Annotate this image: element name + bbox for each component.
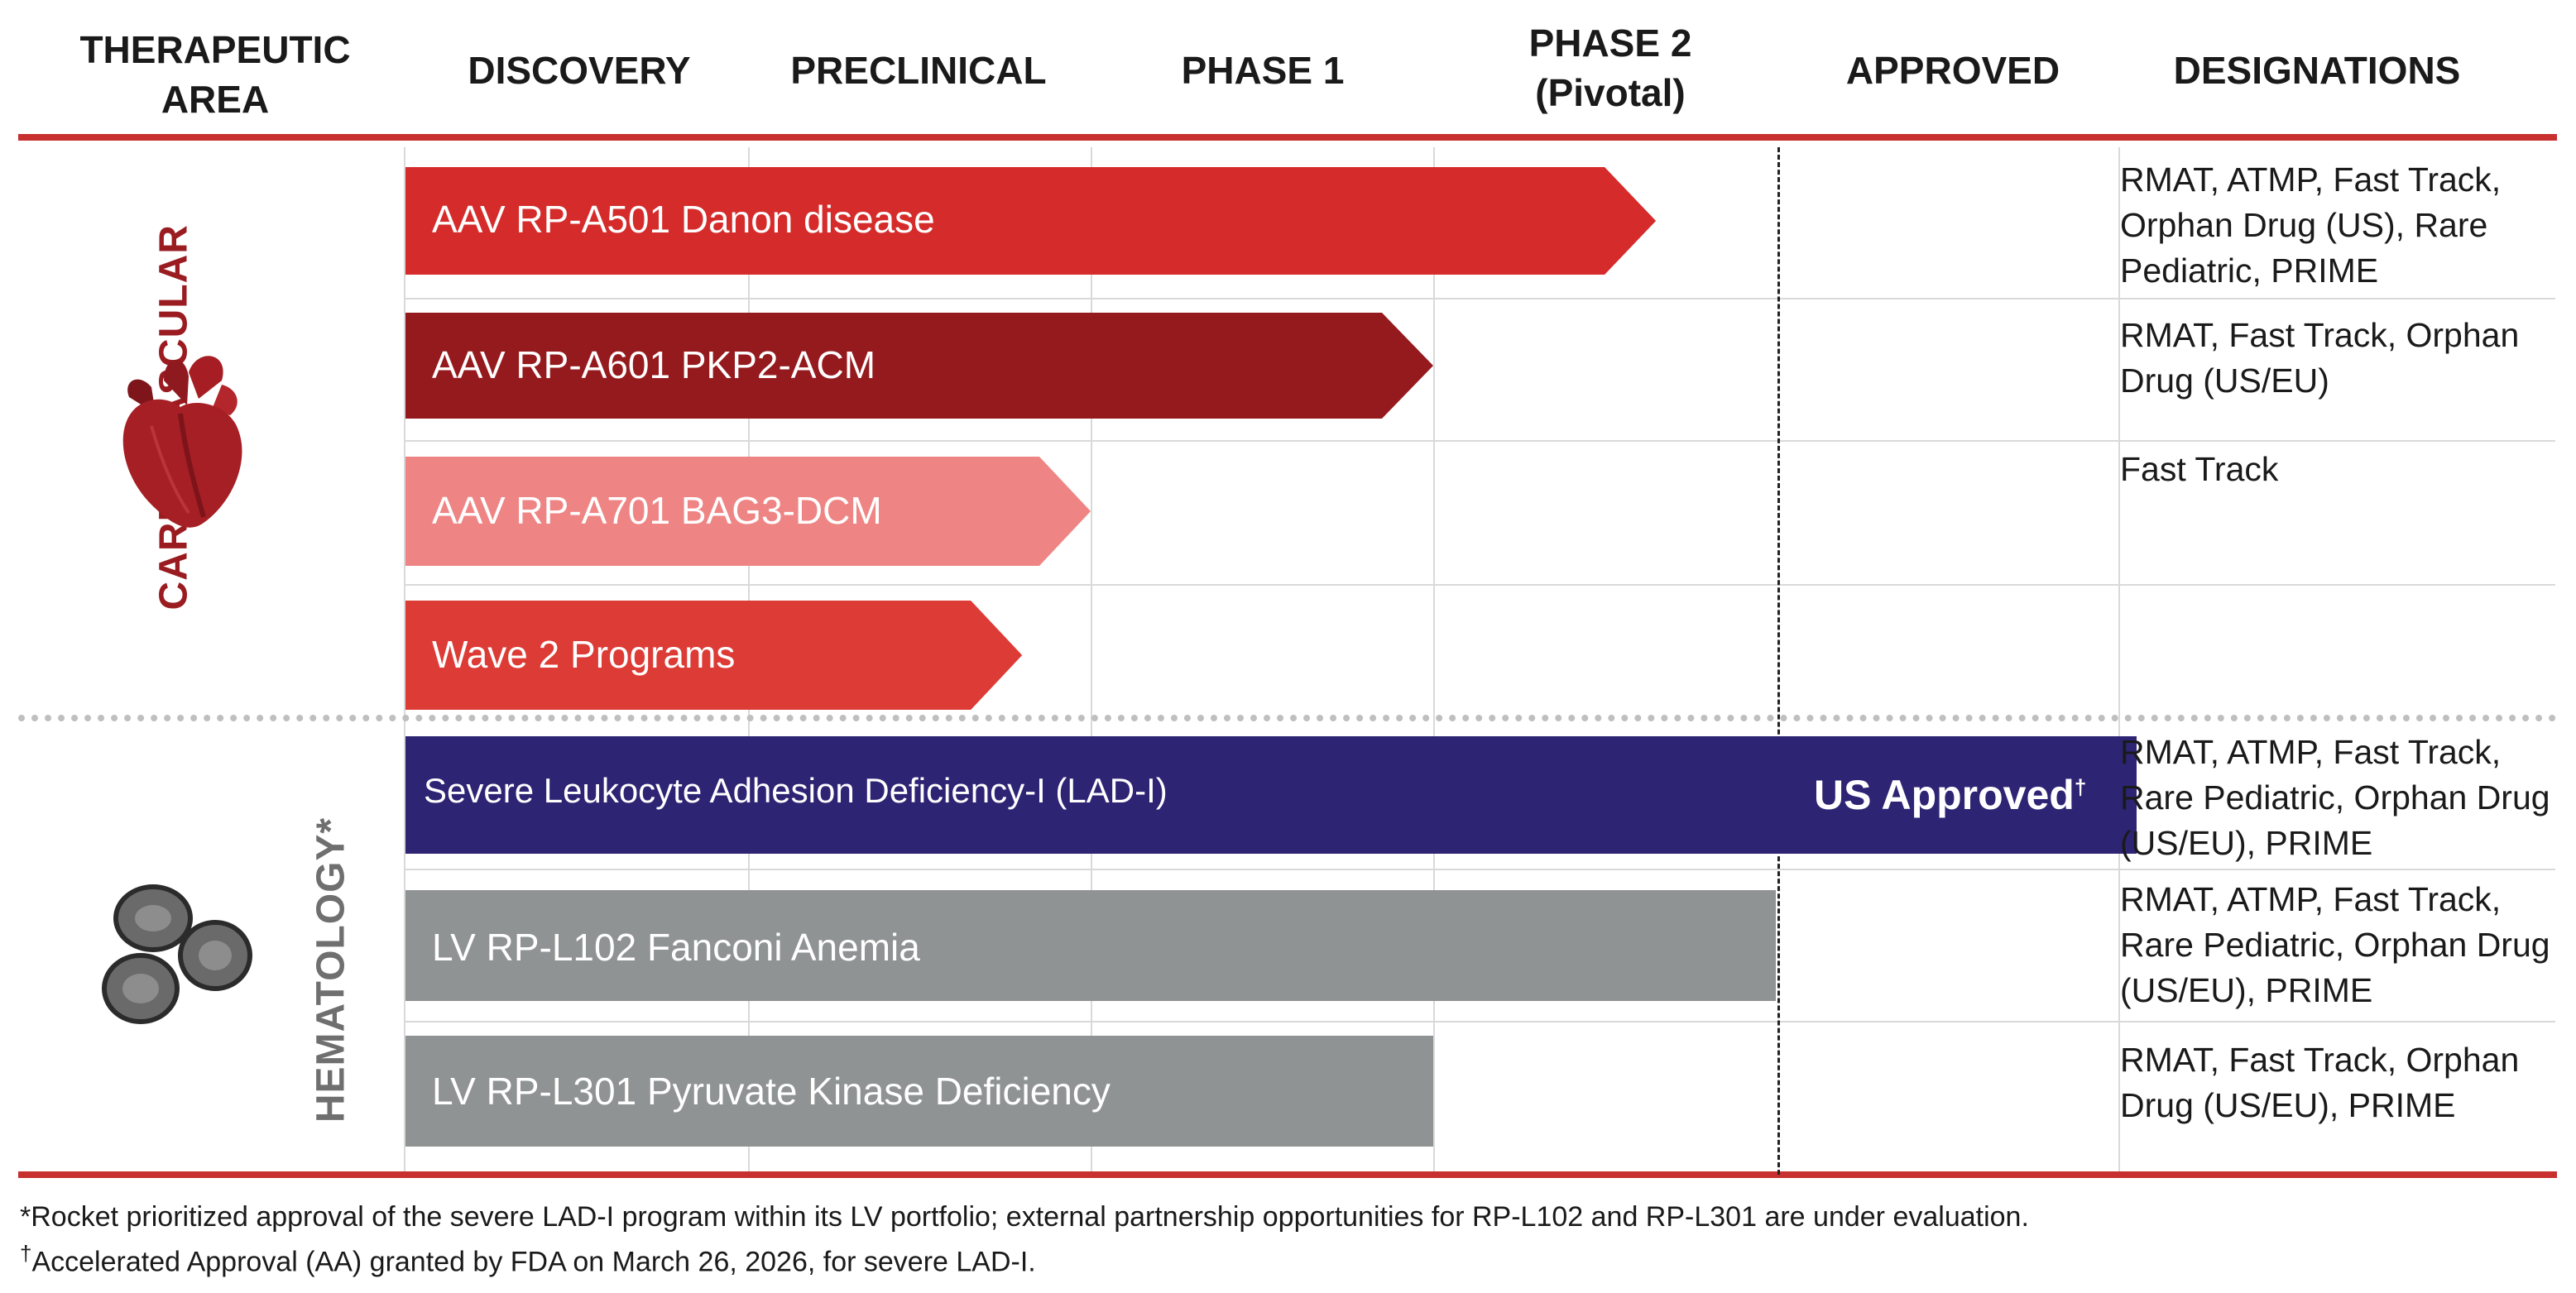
row-divider xyxy=(404,869,2555,870)
grid-line-stage xyxy=(1091,147,1092,1171)
header-preclinical: PRECLINICAL xyxy=(790,49,1047,92)
grid-line-designations xyxy=(2118,147,2120,1171)
us-approved-text: US Approved xyxy=(1814,772,2075,818)
row-divider xyxy=(404,1021,2555,1022)
header-therapeutic-area-line1: THERAPEUTIC xyxy=(79,28,351,71)
pipeline-bar xyxy=(405,457,1091,566)
grid-line-left xyxy=(404,147,405,1171)
grid-line-stage xyxy=(1433,147,1435,1171)
designation-line: (US/EU), PRIME xyxy=(2120,824,2373,862)
footer-separator-line xyxy=(18,1171,2557,1178)
blood-cells-icon xyxy=(102,884,252,1024)
designation-line: (US/EU), PRIME xyxy=(2120,971,2373,1009)
row-divider xyxy=(404,584,2555,586)
designation-line: Drug (US/EU), PRIME xyxy=(2120,1086,2456,1124)
designation-line: RMAT, ATMP, Fast Track, xyxy=(2120,880,2502,918)
designations-row-6: RMAT, ATMP, Fast Track, Rare Pediatric, … xyxy=(2120,877,2550,1013)
pipeline-bar xyxy=(405,1036,1433,1147)
designation-line: RMAT, Fast Track, Orphan xyxy=(2120,1041,2520,1079)
row-divider xyxy=(404,298,2555,299)
heart-icon xyxy=(122,356,242,528)
header-therapeutic-area: THERAPEUTIC AREA xyxy=(50,25,381,124)
pipeline-bar xyxy=(405,167,1657,275)
designation-line: Pediatric, PRIME xyxy=(2120,251,2379,290)
pipeline-bar xyxy=(405,313,1433,419)
header-therapeutic-area-line2: AREA xyxy=(161,78,270,121)
header-phase2-line1: PHASE 2 xyxy=(1528,22,1692,65)
designation-line: RMAT, ATMP, Fast Track, xyxy=(2120,733,2502,771)
designation-line: Fast Track xyxy=(2120,450,2279,488)
footnote-2-text: Accelerated Approval (AA) granted by FDA… xyxy=(31,1246,1036,1278)
header-discovery: DISCOVERY xyxy=(468,49,691,92)
header-phase1: PHASE 1 xyxy=(1181,49,1345,92)
header-separator-line xyxy=(18,134,2557,141)
designation-line: RMAT, Fast Track, Orphan xyxy=(2120,316,2520,354)
designations-row-3: Fast Track xyxy=(2120,447,2278,492)
approval-dashed-line xyxy=(1777,147,1780,1175)
designation-line: Drug (US/EU) xyxy=(2120,362,2329,400)
designations-row-1: RMAT, ATMP, Fast Track, Orphan Drug (US)… xyxy=(2120,157,2501,294)
footnote-2: †Accelerated Approval (AA) granted by FD… xyxy=(20,1241,1036,1278)
designations-row-5: RMAT, ATMP, Fast Track, Rare Pediatric, … xyxy=(2120,730,2550,866)
header-approved: APPROVED xyxy=(1845,49,2060,92)
header-phase2-line2: (Pivotal) xyxy=(1535,71,1686,114)
designation-line: Rare Pediatric, Orphan Drug xyxy=(2120,926,2550,964)
pipeline-bar xyxy=(405,890,1776,1001)
designation-line: RMAT, ATMP, Fast Track, xyxy=(2120,160,2502,199)
pipeline-bar xyxy=(405,601,1023,710)
designations-row-7: RMAT, Fast Track, Orphan Drug (US/EU), P… xyxy=(2120,1037,2519,1128)
header-designations: DESIGNATIONS xyxy=(2173,49,2461,92)
area-divider xyxy=(18,715,2557,721)
header-phase2: PHASE 2 (Pivotal) xyxy=(1437,18,1784,117)
designation-line: Orphan Drug (US), Rare xyxy=(2120,206,2488,244)
row-divider xyxy=(404,440,2555,442)
us-approved-label: US Approved† xyxy=(1814,771,2086,819)
designation-line: Rare Pediatric, Orphan Drug xyxy=(2120,778,2550,817)
footnote-1: *Rocket prioritized approval of the seve… xyxy=(20,1201,2029,1233)
designations-row-2: RMAT, Fast Track, Orphan Drug (US/EU) xyxy=(2120,313,2519,404)
us-approved-mark: † xyxy=(2074,774,2087,800)
pipeline-bar xyxy=(405,736,2137,854)
footnote-2-mark: † xyxy=(20,1241,32,1266)
